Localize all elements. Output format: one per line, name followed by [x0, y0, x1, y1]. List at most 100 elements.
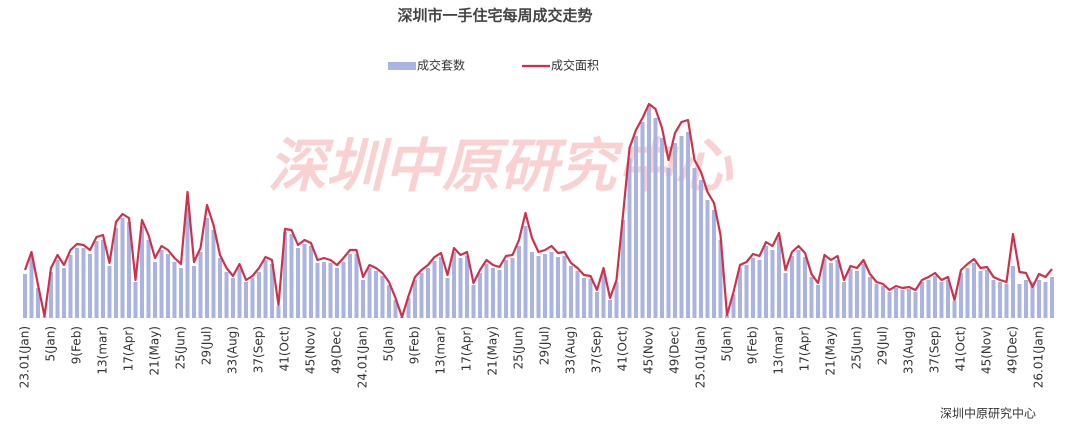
bar	[783, 273, 788, 318]
bar	[263, 260, 268, 318]
bar	[439, 257, 443, 318]
bar	[270, 264, 274, 318]
bar	[81, 248, 86, 318]
bar	[718, 240, 723, 318]
bar	[822, 259, 827, 318]
x-tick-label: 45(Nov)	[980, 326, 994, 374]
bar	[140, 226, 144, 318]
bar	[478, 273, 482, 318]
bar	[107, 266, 112, 318]
bar	[491, 268, 495, 318]
bar	[426, 268, 430, 318]
bar	[276, 306, 281, 318]
bar	[510, 258, 515, 318]
bar	[517, 246, 521, 318]
bar	[549, 252, 554, 318]
bar	[946, 280, 950, 318]
bar	[88, 254, 92, 318]
bar	[588, 279, 593, 318]
bar	[361, 280, 365, 318]
bar	[699, 180, 703, 318]
bar	[29, 256, 34, 318]
bar	[1017, 284, 1022, 318]
bar	[367, 268, 372, 318]
source: 深圳中原研究中心	[940, 406, 1036, 421]
bar	[23, 274, 27, 318]
x-tick-label: 25(Jun)	[850, 326, 864, 369]
x-tick-label: 33(Aug)	[902, 326, 916, 374]
bar	[653, 118, 658, 318]
bar	[1050, 277, 1054, 318]
x-tick-label: 41(Oct)	[954, 326, 968, 371]
bar	[406, 298, 411, 318]
bar	[751, 258, 755, 318]
bar	[809, 277, 814, 318]
x-tick-label: 9(Feb)	[746, 326, 760, 364]
bar	[575, 271, 580, 318]
x-tick-label: 9(Feb)	[408, 326, 422, 364]
bar	[1011, 266, 1015, 318]
bar	[835, 260, 840, 318]
bar	[75, 248, 79, 318]
bar	[647, 105, 651, 318]
x-tick-label: 5(Jan)	[382, 326, 396, 362]
x-tick-label: 37(Sep)	[590, 326, 604, 373]
bar	[159, 250, 164, 318]
x-tick-label: 25(Jun)	[512, 326, 526, 369]
legend: 成交套数 成交面积	[388, 58, 599, 73]
bar	[907, 289, 911, 318]
bar	[770, 250, 775, 318]
bar	[601, 271, 606, 318]
x-tick-label: 26.01(Jan)	[1032, 326, 1046, 388]
x-tick-label: 29(Jul)	[876, 326, 890, 365]
bar	[952, 301, 957, 318]
x-tick-label: 17(Apr)	[460, 326, 474, 371]
bar	[192, 266, 196, 318]
bar	[283, 232, 287, 318]
bar	[868, 277, 872, 318]
bar	[1004, 284, 1009, 318]
x-tick-label: 5(Jan)	[720, 326, 734, 362]
bar	[380, 276, 385, 318]
x-tick-label: 5(Jan)	[44, 326, 58, 362]
bar	[595, 292, 599, 318]
legend-label: 成交套数	[417, 58, 465, 73]
bar	[205, 218, 209, 318]
bar	[764, 246, 768, 318]
bar	[348, 254, 352, 318]
bar	[315, 263, 320, 318]
bar	[744, 265, 749, 318]
x-tick-label: 45(Nov)	[304, 326, 318, 374]
bar	[848, 269, 853, 318]
bar	[621, 220, 625, 318]
x-tick-label: 37(Sep)	[252, 326, 266, 373]
bar	[894, 288, 898, 318]
bar	[458, 258, 463, 318]
bar	[900, 290, 905, 318]
bar	[829, 263, 833, 318]
bar	[452, 252, 456, 318]
bar	[874, 284, 879, 318]
bar	[393, 300, 398, 318]
bar	[790, 256, 794, 318]
bar	[211, 230, 216, 318]
x-tick-label: 21(May)	[824, 326, 838, 375]
bar	[692, 168, 697, 318]
bar	[842, 282, 846, 318]
bar	[627, 158, 632, 318]
bar	[302, 244, 307, 318]
bar	[68, 255, 73, 318]
bar	[673, 143, 677, 318]
x-tick-label: 25.01(Jan)	[694, 326, 708, 388]
bar	[419, 273, 424, 318]
x-tick-label: 23.01(Jan)	[18, 326, 32, 388]
x-tick-label: 41(Oct)	[616, 326, 630, 371]
bar	[972, 263, 976, 318]
bar	[133, 282, 138, 318]
bar	[725, 315, 729, 318]
bar	[198, 252, 203, 318]
bar	[257, 272, 261, 318]
bar	[640, 122, 645, 318]
bar	[569, 266, 573, 318]
